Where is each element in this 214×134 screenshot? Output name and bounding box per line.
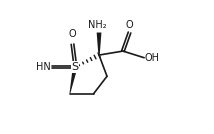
Text: O: O [126,20,133,30]
Text: O: O [69,29,76,39]
Polygon shape [97,33,101,55]
Text: HN: HN [36,62,51,72]
Polygon shape [70,67,77,94]
Text: NH₂: NH₂ [88,20,107,30]
Text: OH: OH [145,53,160,63]
Text: S: S [72,62,79,72]
